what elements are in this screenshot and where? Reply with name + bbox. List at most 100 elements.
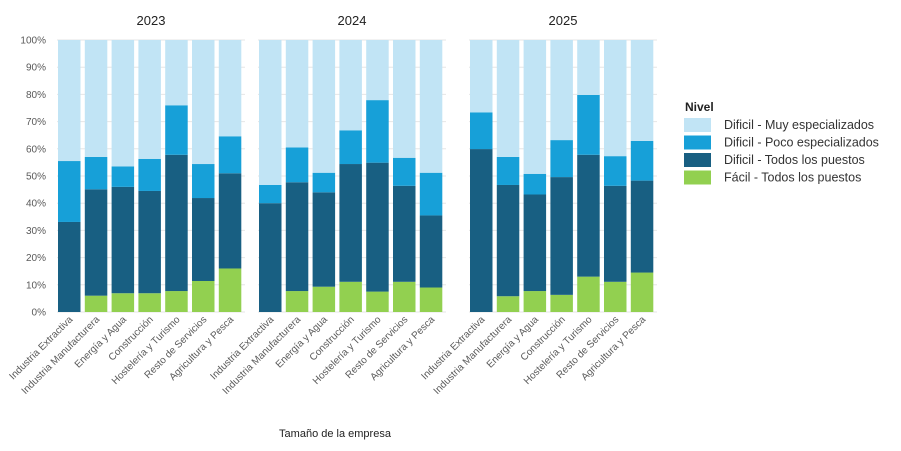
bar-segment <box>577 276 600 312</box>
bar-segment <box>192 40 215 165</box>
bar-segment <box>138 190 161 294</box>
y-tick-label: 100% <box>20 36 46 47</box>
bar-segment <box>111 293 135 312</box>
legend-swatch <box>684 118 711 132</box>
bar-segment <box>523 173 547 195</box>
y-tick-label: 60% <box>26 144 46 155</box>
bar-segment <box>138 293 161 312</box>
bar-segment <box>84 156 108 190</box>
bar-segment <box>339 40 362 131</box>
y-tick-label: 40% <box>26 199 46 210</box>
y-axis: 0% 10% 20% 30% 40% 50% 60% 70% 80% 90% 100% <box>20 36 46 319</box>
bar-segment <box>393 185 416 282</box>
bar-segment <box>165 291 188 312</box>
bar-segment <box>58 40 81 162</box>
legend-label: Fácil - Todos los puestos <box>724 171 861 185</box>
bar-segment <box>339 164 362 282</box>
bar-segment <box>312 192 336 287</box>
bar-segment <box>577 40 600 95</box>
bar-segment <box>259 184 282 204</box>
legend-swatch <box>684 170 711 185</box>
bar-segment <box>312 286 336 312</box>
bar-segment <box>604 156 627 186</box>
bar-segment <box>523 194 547 292</box>
bar-segment <box>218 136 242 174</box>
bar-segment <box>577 94 600 155</box>
bar-segment <box>138 158 161 191</box>
bar-segment <box>312 40 336 173</box>
bar-segment <box>366 291 389 312</box>
y-tick-label: 80% <box>26 90 46 101</box>
legend-title: Nivel <box>685 100 714 114</box>
bar-segment <box>630 140 654 181</box>
bar-segment <box>192 198 215 281</box>
bar-segment <box>192 164 215 199</box>
panel-title: 2024 <box>338 13 367 28</box>
bar-segment <box>470 149 493 312</box>
bar-segment <box>111 166 135 187</box>
bar-segment <box>496 40 520 157</box>
bar-segment <box>285 147 309 183</box>
bar-segment <box>604 185 627 282</box>
bar-segment <box>366 40 389 101</box>
bar-segment <box>604 281 627 312</box>
bar-segment <box>496 296 520 312</box>
legend-swatch <box>684 135 711 150</box>
x-axis-label: Tamaño de la empresa <box>279 428 392 440</box>
bar-segment <box>550 177 573 295</box>
bar-segment <box>58 221 81 312</box>
y-tick-label: 30% <box>26 226 46 237</box>
legend-label: Dificil - Todos los puestos <box>724 153 865 167</box>
y-tick-label: 0% <box>32 308 47 319</box>
bar-segment <box>630 40 654 141</box>
bar-segment <box>630 272 654 312</box>
bar-segment <box>58 161 81 222</box>
y-tick-label: 50% <box>26 172 46 183</box>
bar-segment <box>285 40 309 148</box>
bar-segment <box>111 186 135 294</box>
y-tick-label: 70% <box>26 117 46 128</box>
panel-title: 2025 <box>549 13 578 28</box>
bar-segment <box>393 281 416 312</box>
bar-segment <box>550 294 573 312</box>
bar-segment <box>165 105 188 155</box>
legend-label: Dificil - Poco especializados <box>724 136 879 150</box>
bar-segment <box>339 130 362 165</box>
bar-segment <box>496 184 520 297</box>
bar-segment <box>84 40 108 157</box>
bar-segment <box>550 40 573 141</box>
bar-segment <box>630 180 654 273</box>
bar-segment <box>259 203 282 312</box>
bar-segment <box>523 291 547 312</box>
bar-segment <box>138 40 161 159</box>
bar-segment <box>84 295 108 312</box>
bar-segment <box>259 40 282 185</box>
bar-segment <box>285 291 309 312</box>
bar-segment <box>165 40 188 106</box>
bar-segment <box>218 268 242 312</box>
bar-segment <box>165 154 188 292</box>
y-tick-label: 10% <box>26 280 46 291</box>
bar-segment <box>604 40 627 157</box>
legend-label: Dificil - Muy especializados <box>724 118 874 132</box>
legend: Nivel Dificil - Muy especializados Difici… <box>684 100 879 185</box>
bar-segment <box>470 112 493 150</box>
bar-segment <box>393 40 416 158</box>
bar-segment <box>470 40 493 113</box>
bar-segment <box>419 215 443 288</box>
bar-segment <box>496 156 520 185</box>
bar-segment <box>550 140 573 178</box>
bar-segment <box>419 287 443 312</box>
panel-title: 2023 <box>137 13 166 28</box>
bar-segment <box>339 281 362 312</box>
bar-segment <box>366 162 389 292</box>
bar-segment <box>312 172 336 193</box>
bar-segment <box>218 40 242 137</box>
bar-segment <box>366 100 389 163</box>
bar-segment <box>84 189 108 296</box>
legend-swatch <box>684 153 711 167</box>
